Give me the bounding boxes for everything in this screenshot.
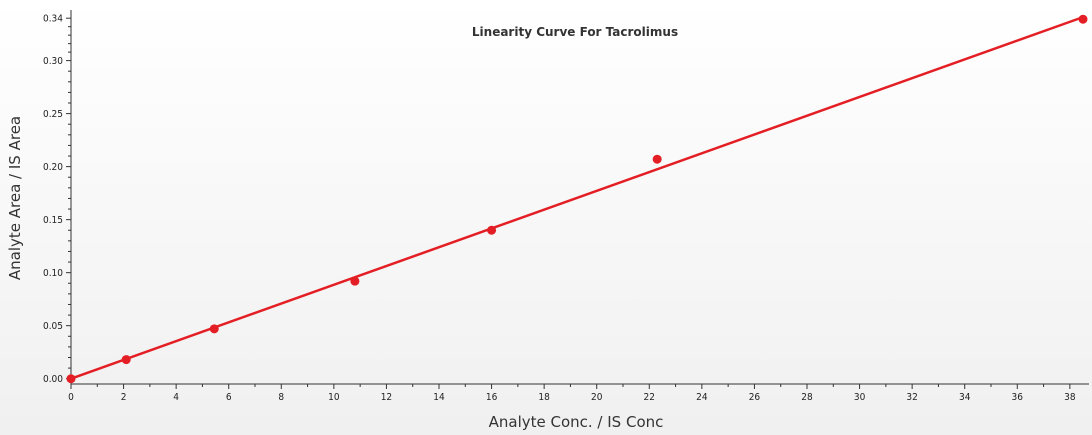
x-tick-label: 10: [328, 392, 340, 403]
data-point: [1078, 14, 1088, 24]
y-tick-label: 0.30: [43, 56, 63, 67]
data-point: [209, 324, 219, 334]
y-tick-label: 0.00: [43, 374, 63, 385]
chart-title: Linearity Curve For Tacrolimus: [472, 25, 678, 39]
x-tick-label: 20: [591, 392, 603, 403]
data-point: [652, 154, 662, 164]
x-tick-label: 12: [381, 392, 392, 403]
x-tick-label: 36: [1012, 392, 1024, 403]
x-tick-label: 6: [226, 392, 232, 403]
x-tick-label: 26: [749, 392, 761, 403]
data-series: [66, 14, 1088, 384]
y-tick-label: 0.15: [43, 215, 63, 226]
data-point: [121, 355, 131, 365]
x-tick-label: 0: [68, 392, 74, 403]
data-point: [66, 374, 76, 384]
x-tick-label: 14: [433, 392, 445, 403]
y-tick-label: 0.25: [43, 109, 63, 120]
x-tick-label: 8: [278, 392, 284, 403]
x-tick-label: 16: [486, 392, 498, 403]
x-axis-title: Analyte Conc. / IS Conc: [489, 413, 664, 431]
y-tick-label: 0.05: [43, 321, 63, 332]
y-tick-label: 0.34: [43, 14, 63, 25]
x-tick-label: 28: [801, 392, 813, 403]
axes: [70, 10, 1089, 385]
y-axis-ticks: 0.00 0.05 0.10 0.15 0.20 0.25 0.30 0.34: [43, 14, 71, 385]
x-tick-label: 4: [173, 392, 179, 403]
x-tick-label: 38: [1064, 392, 1076, 403]
trend-line: [70, 15, 1084, 380]
y-axis-title: Analyte Area / IS Area: [6, 116, 24, 280]
x-tick-label: 22: [644, 392, 655, 403]
x-tick-label: 18: [538, 392, 550, 403]
x-tick-label: 2: [121, 392, 127, 403]
y-tick-label: 0.10: [43, 268, 63, 279]
y-tick-label: 0.20: [43, 162, 63, 173]
data-point: [350, 276, 360, 286]
x-tick-label: 32: [906, 392, 917, 403]
x-tick-label: 34: [959, 392, 971, 403]
x-tick-label: 24: [696, 392, 708, 403]
x-axis-ticks: 0 2 4 6 8 10 12 14 16 18 20 22 24 26 28 30 32 34 36 38: [68, 384, 1076, 403]
x-tick-label: 30: [854, 392, 866, 403]
data-point: [487, 225, 497, 235]
